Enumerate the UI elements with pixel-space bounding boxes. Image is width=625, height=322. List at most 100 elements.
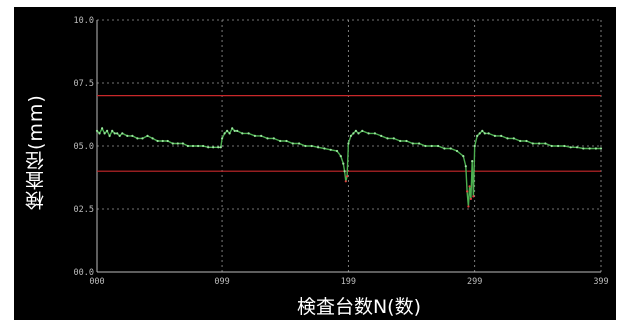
data-point xyxy=(352,132,355,135)
data-point xyxy=(349,134,352,137)
data-point xyxy=(594,147,598,150)
data-point xyxy=(116,132,119,135)
data-point xyxy=(557,144,560,148)
data-point xyxy=(113,132,116,135)
data-point xyxy=(399,139,402,143)
data-point xyxy=(478,132,481,135)
data-point xyxy=(339,155,342,158)
data-point xyxy=(226,129,229,132)
data-point xyxy=(98,132,101,135)
data-point xyxy=(462,155,465,158)
data-point xyxy=(380,134,383,137)
data-point xyxy=(512,137,515,140)
x-tick-label: 399 xyxy=(593,277,608,287)
data-point xyxy=(437,144,440,148)
y-tick-label: 05.0 xyxy=(74,142,94,152)
data-point xyxy=(519,139,522,143)
data-point xyxy=(231,127,234,130)
data-point xyxy=(141,137,144,140)
data-point xyxy=(483,132,486,135)
data-point xyxy=(298,142,301,145)
data-point xyxy=(279,139,282,143)
data-point xyxy=(569,146,572,149)
data-point xyxy=(493,134,496,137)
data-point xyxy=(221,137,224,140)
data-point xyxy=(430,144,433,148)
x-tick-label: 299 xyxy=(467,277,482,287)
data-point xyxy=(108,134,111,137)
data-point xyxy=(219,146,222,149)
data-point xyxy=(304,144,307,148)
data-point xyxy=(424,144,427,148)
data-point xyxy=(467,205,470,208)
data-point xyxy=(121,132,124,135)
chart-frame: 00.0 02.5 05.0 07.5 10.0 000 099 199 299 399 検査径(… xyxy=(14,7,616,320)
data-point xyxy=(247,132,250,135)
data-point xyxy=(166,139,169,143)
data-point xyxy=(469,197,472,200)
data-point xyxy=(291,142,294,145)
data-point xyxy=(472,195,475,198)
data-point xyxy=(136,137,139,140)
data-point xyxy=(223,132,226,135)
data-point xyxy=(476,134,479,137)
data-point xyxy=(156,139,159,143)
data-point xyxy=(317,146,320,149)
data-point xyxy=(466,190,469,193)
data-point xyxy=(236,129,239,132)
data-point xyxy=(588,147,591,150)
data-point xyxy=(329,148,332,151)
data-point xyxy=(525,139,528,143)
data-point xyxy=(146,134,149,137)
x-tick-label: 099 xyxy=(214,277,229,287)
data-point xyxy=(285,139,288,143)
data-point xyxy=(118,134,121,137)
data-point xyxy=(544,142,547,145)
data-point xyxy=(506,137,509,140)
data-point xyxy=(161,139,164,143)
data-point xyxy=(191,144,195,148)
data-point xyxy=(323,147,326,150)
data-point xyxy=(500,134,503,137)
data-point xyxy=(181,142,184,145)
data-point xyxy=(471,160,474,163)
data-point xyxy=(202,144,205,148)
y-tick-label: 10.0 xyxy=(74,16,94,26)
series-line xyxy=(96,126,601,207)
x-axis-label: 検査台数N(数) xyxy=(296,296,422,318)
data-point xyxy=(241,132,244,135)
data-point xyxy=(335,149,339,153)
data-point xyxy=(405,139,408,143)
data-point xyxy=(373,132,376,135)
data-point xyxy=(449,147,452,150)
data-point xyxy=(481,129,484,132)
x-tick-label: 199 xyxy=(341,277,356,287)
data-point xyxy=(176,142,179,145)
data-point xyxy=(550,144,553,148)
data-point xyxy=(272,137,275,140)
data-point xyxy=(111,129,114,132)
data-point xyxy=(563,144,566,148)
data-point xyxy=(253,134,256,137)
data-point xyxy=(310,144,313,148)
data-point xyxy=(171,142,174,145)
data-point xyxy=(531,142,534,145)
y-tick-label: 07.5 xyxy=(74,79,94,89)
data-point xyxy=(468,185,471,188)
y-axis-label: 検査径(mm) xyxy=(25,94,47,210)
data-point xyxy=(455,149,459,153)
data-point xyxy=(233,129,236,132)
data-point xyxy=(443,147,446,150)
data-point xyxy=(411,142,414,145)
data-point xyxy=(342,162,345,165)
chart-plot: 00.0 02.5 05.0 07.5 10.0 000 099 199 299 399 xyxy=(74,16,609,287)
data-point xyxy=(260,134,263,137)
data-point xyxy=(357,132,360,135)
data-point xyxy=(361,129,364,132)
x-tick-label: 000 xyxy=(89,277,104,287)
data-point xyxy=(599,147,603,150)
data-point xyxy=(212,146,215,149)
y-tick-label: 02.5 xyxy=(74,205,94,215)
data-point xyxy=(347,142,350,145)
data-point xyxy=(126,134,129,137)
